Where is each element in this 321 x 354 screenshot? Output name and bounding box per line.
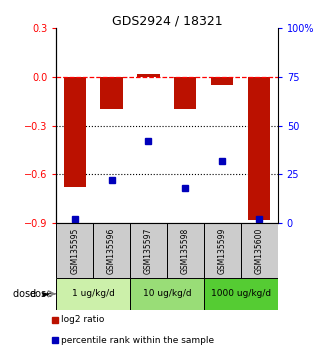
Title: GDS2924 / 18321: GDS2924 / 18321 — [112, 14, 222, 27]
Bar — [137, 74, 160, 77]
Bar — [56, 223, 93, 278]
Bar — [211, 77, 233, 85]
Text: GSM135598: GSM135598 — [181, 227, 190, 274]
Bar — [100, 77, 123, 109]
Text: GSM135600: GSM135600 — [255, 227, 264, 274]
Bar — [204, 223, 241, 278]
Bar — [174, 77, 196, 109]
Text: log2 ratio: log2 ratio — [61, 315, 104, 324]
Text: 10 ug/kg/d: 10 ug/kg/d — [143, 289, 191, 298]
Bar — [56, 278, 130, 310]
Bar — [130, 223, 167, 278]
Text: GSM135595: GSM135595 — [70, 227, 79, 274]
Bar — [241, 223, 278, 278]
Bar — [93, 223, 130, 278]
Text: 1 ug/kg/d: 1 ug/kg/d — [72, 289, 115, 298]
Text: percentile rank within the sample: percentile rank within the sample — [61, 336, 214, 345]
Bar — [204, 278, 278, 310]
Bar — [130, 278, 204, 310]
Text: GSM135596: GSM135596 — [107, 227, 116, 274]
Text: dose: dose — [29, 289, 52, 299]
Bar — [167, 223, 204, 278]
Text: dose  ►: dose ► — [13, 289, 50, 299]
Bar — [248, 77, 270, 220]
Bar — [64, 77, 86, 187]
Text: GSM135597: GSM135597 — [144, 227, 153, 274]
Text: GSM135599: GSM135599 — [218, 227, 227, 274]
Text: 1000 ug/kg/d: 1000 ug/kg/d — [211, 289, 271, 298]
